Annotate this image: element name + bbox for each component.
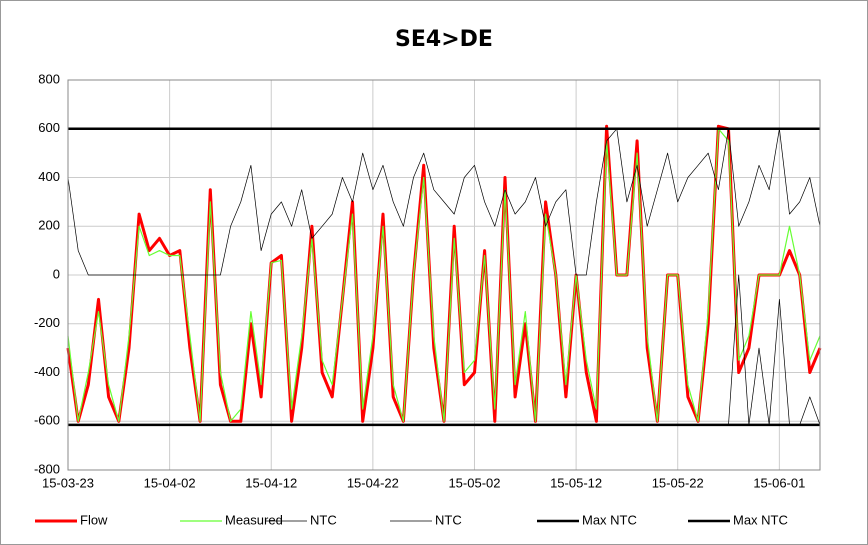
legend-label: NTC — [435, 512, 462, 527]
y-tick-label: 0 — [53, 266, 60, 281]
x-tick-label: 15-04-12 — [245, 475, 297, 490]
series-line — [67, 128, 821, 276]
y-tick-label: -800 — [34, 461, 60, 476]
x-tick-label: 15-06-01 — [753, 475, 805, 490]
legend-label: NTC — [310, 512, 337, 527]
x-tick-label: 15-04-22 — [347, 475, 399, 490]
series-line — [67, 128, 821, 422]
legend-label: Max NTC — [733, 512, 788, 527]
legend-label: Max NTC — [582, 512, 637, 527]
y-tick-label: -200 — [34, 315, 60, 330]
legend-label: Measured — [225, 512, 283, 527]
chart-title: SE4>DE — [395, 27, 493, 52]
y-tick-label: 600 — [38, 120, 60, 135]
x-tick-label: 15-05-02 — [448, 475, 500, 490]
y-tick-label: -400 — [34, 364, 60, 379]
y-tick-label: 400 — [38, 169, 60, 184]
y-tick-label: -600 — [34, 413, 60, 428]
x-tick-label: 15-05-12 — [550, 475, 602, 490]
x-tick-label: 15-05-22 — [652, 475, 704, 490]
y-tick-label: 800 — [38, 71, 60, 86]
plot-border — [67, 79, 821, 471]
legend-label: Flow — [80, 512, 108, 527]
x-tick-label: 15-04-02 — [144, 475, 196, 490]
y-tick-label: 200 — [38, 218, 60, 233]
x-tick-label: 15-03-23 — [42, 475, 94, 490]
